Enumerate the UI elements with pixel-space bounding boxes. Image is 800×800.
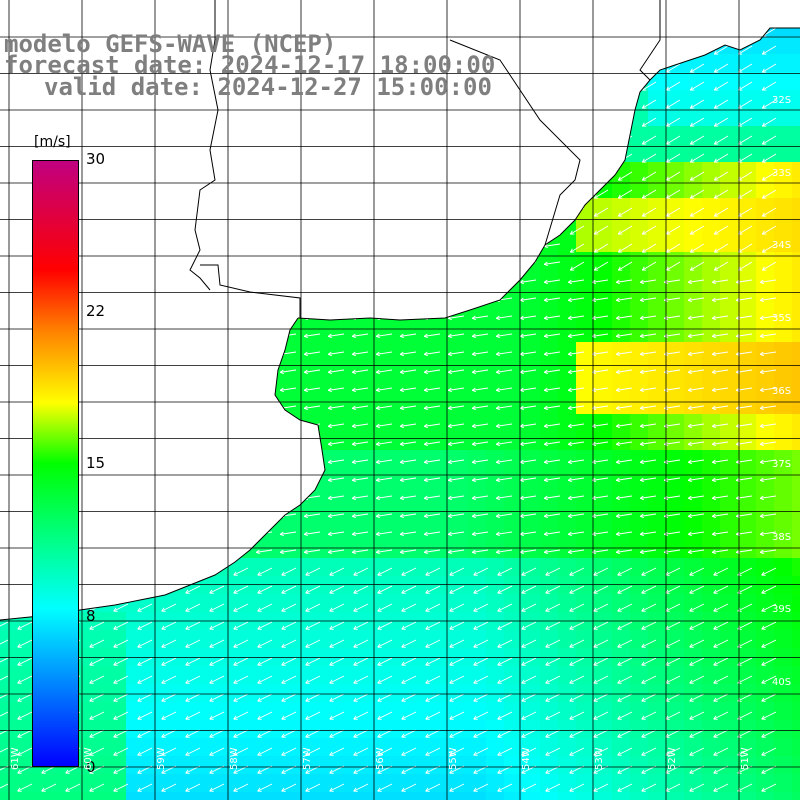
colorbar-tick-30: 30 [86, 150, 106, 168]
lon-label: 55W [448, 747, 459, 770]
lon-label: 57W [302, 747, 313, 770]
coastline [0, 0, 800, 621]
title-valid-date: valid date: 2024-12-27 15:00:00 [44, 73, 492, 101]
colorbar-tick-22: 22 [86, 302, 106, 320]
lon-label: 58W [229, 747, 240, 770]
lon-label: 54W [521, 747, 532, 770]
title-model: modelo GEFS-WAVE (NCEP) [4, 30, 337, 58]
lat-label: 38S [772, 532, 792, 543]
lat-label: 36S [772, 386, 792, 397]
lon-label: 53W [594, 747, 605, 770]
lon-label: 52W [667, 747, 678, 770]
lon-label: 60W [83, 747, 94, 770]
lat-label: 40S [772, 677, 792, 688]
colorbar-tick-8: 8 [86, 607, 96, 625]
lat-label: 33S [772, 168, 792, 179]
colorbar-tick-0: 0 [86, 758, 96, 776]
lat-label: 39S [772, 604, 792, 615]
lat-label: 35S [772, 313, 792, 324]
lat-label: 34S [772, 240, 792, 251]
lat-label: 32S [772, 95, 792, 106]
lat-label: 37S [772, 459, 792, 470]
lon-label: 61W [10, 747, 21, 770]
lon-label: 56W [375, 747, 386, 770]
lon-label: 59W [156, 747, 167, 770]
colorbar [32, 160, 79, 767]
lon-label: 51W [740, 747, 751, 770]
colorbar-tick-15: 15 [86, 454, 106, 472]
colorbar-unit: [m/s] [34, 134, 71, 150]
title-forecast-date: forecast date: 2024-12-17 18:00:00 [4, 51, 496, 79]
